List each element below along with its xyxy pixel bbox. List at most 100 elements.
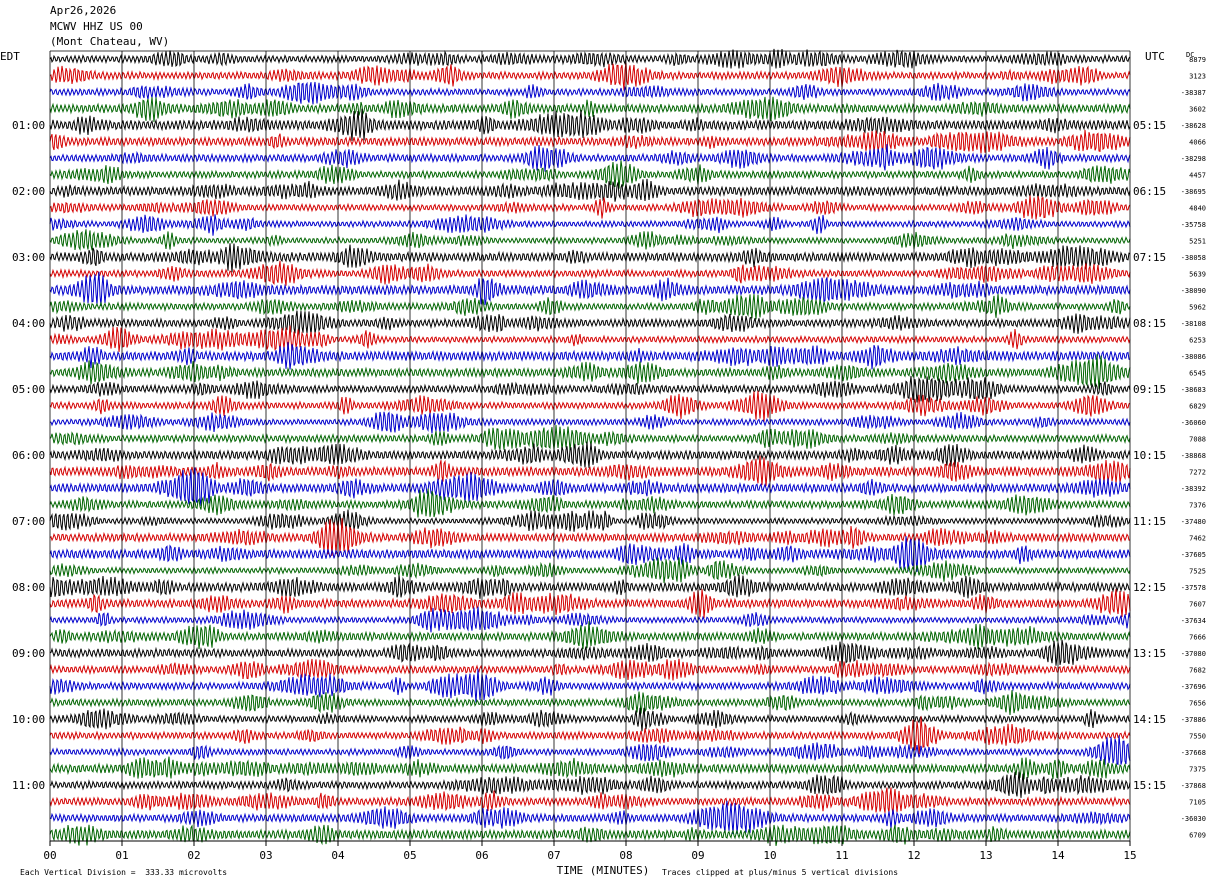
x-tick-label: 11 bbox=[835, 849, 848, 862]
x-tick-label: 07 bbox=[547, 849, 560, 862]
trace-row bbox=[49, 129, 1131, 154]
x-tick-label: 09 bbox=[691, 849, 704, 862]
dc-offset-label: -38868 bbox=[1181, 452, 1206, 460]
left-hour-label: 07:00 bbox=[12, 515, 45, 528]
dc-offset-label: 3123 bbox=[1189, 73, 1206, 81]
left-hour-label: 03:00 bbox=[12, 251, 45, 264]
trace-row bbox=[49, 771, 1131, 798]
x-tick-label: 03 bbox=[259, 849, 272, 862]
dc-offset-label: 7375 bbox=[1189, 766, 1206, 774]
x-tick-label: 04 bbox=[331, 849, 345, 862]
right-hour-label: 13:15 bbox=[1133, 647, 1166, 660]
trace-row bbox=[49, 588, 1131, 619]
left-hour-label: 01:00 bbox=[12, 119, 45, 132]
dc-offset-label: 7462 bbox=[1189, 535, 1206, 543]
right-hour-label: 12:15 bbox=[1133, 581, 1166, 594]
dc-offset-label: -37696 bbox=[1181, 683, 1206, 691]
trace-row bbox=[49, 108, 1131, 141]
trace-row bbox=[49, 441, 1131, 468]
dc-offset-label: 5639 bbox=[1189, 271, 1206, 279]
x-tick-label: 00 bbox=[43, 849, 56, 862]
trace-row bbox=[49, 606, 1131, 633]
clip-footnote: Traces clipped at plus/minus 5 vertical … bbox=[662, 868, 899, 877]
x-tick-label: 02 bbox=[187, 849, 200, 862]
dc-offset-label: -38090 bbox=[1181, 287, 1206, 295]
date-label: Apr26,2026 bbox=[50, 4, 117, 17]
dc-offset-label: -38695 bbox=[1181, 188, 1206, 196]
left-hour-label: 11:00 bbox=[12, 779, 45, 792]
left-hour-labels: 01:00 02:00 03:00 04:00 05:00 06:00 07:00 08:00… bbox=[12, 119, 45, 792]
dc-offset-label: -37480 bbox=[1181, 518, 1206, 526]
left-timezone-label: EDT bbox=[0, 50, 20, 63]
dc-offset-label: 7272 bbox=[1189, 469, 1206, 477]
x-tick-label: 10 bbox=[763, 849, 776, 862]
trace-row bbox=[49, 658, 1131, 681]
right-timezone-label: UTC bbox=[1145, 50, 1165, 63]
trace-row bbox=[49, 824, 1131, 846]
dc-offset-label: 7376 bbox=[1189, 502, 1206, 510]
dc-offset-label: -37578 bbox=[1181, 584, 1206, 592]
dc-offset-label: -36030 bbox=[1181, 815, 1206, 823]
trace-row bbox=[49, 707, 1131, 732]
trace-row bbox=[49, 260, 1131, 286]
dc-offset-label: 3602 bbox=[1189, 106, 1206, 114]
trace-row bbox=[49, 160, 1131, 189]
dc-offset-label: -38683 bbox=[1181, 386, 1206, 394]
x-tick-label: 06 bbox=[475, 849, 488, 862]
trace-row bbox=[49, 293, 1131, 320]
trace-row bbox=[49, 229, 1131, 252]
dc-offset-label: 7607 bbox=[1189, 601, 1206, 609]
trace-group bbox=[49, 48, 1131, 846]
location-label: (Mont Chateau, WV) bbox=[50, 35, 170, 48]
trace-row bbox=[49, 735, 1131, 766]
x-tick-label: 08 bbox=[619, 849, 632, 862]
trace-row bbox=[49, 325, 1131, 352]
trace-row bbox=[49, 390, 1131, 422]
right-hour-label: 15:15 bbox=[1133, 779, 1166, 792]
right-hour-label: 07:15 bbox=[1133, 251, 1166, 264]
right-hour-label: 06:15 bbox=[1133, 185, 1166, 198]
trace-row bbox=[49, 690, 1131, 716]
dc-offset-label: 6545 bbox=[1189, 370, 1206, 378]
right-hour-label: 05:15 bbox=[1133, 119, 1166, 132]
x-tick-label: 15 bbox=[1123, 849, 1136, 862]
x-axis-title: TIME (MINUTES) bbox=[557, 864, 650, 877]
minute-grid bbox=[49, 50, 1131, 841]
right-hour-label: 08:15 bbox=[1133, 317, 1166, 330]
x-tick-label: 13 bbox=[979, 849, 992, 862]
dc-offset-label: -38628 bbox=[1181, 122, 1206, 130]
right-hour-label: 09:15 bbox=[1133, 383, 1166, 396]
scale-footnote: Each Vertical Division = 333.33 microvol… bbox=[20, 868, 228, 877]
dc-offset-label: -38298 bbox=[1181, 155, 1206, 163]
dc-offset-label: 5962 bbox=[1189, 304, 1206, 312]
dc-offset-label: 7682 bbox=[1189, 667, 1206, 675]
dc-offset-label: 7550 bbox=[1189, 733, 1206, 741]
trace-row bbox=[49, 214, 1131, 236]
trace-row bbox=[49, 800, 1131, 835]
trace-row bbox=[49, 144, 1131, 172]
left-hour-label: 02:00 bbox=[12, 185, 45, 198]
dc-offset-label: -38058 bbox=[1181, 254, 1206, 262]
dc-offset-label: -38086 bbox=[1181, 353, 1206, 361]
dc-offset-label: -37668 bbox=[1181, 749, 1206, 757]
x-tick-label: 05 bbox=[403, 849, 416, 862]
dc-offset-label: -36060 bbox=[1181, 419, 1206, 427]
left-hour-label: 06:00 bbox=[12, 449, 45, 462]
trace-row bbox=[49, 488, 1131, 518]
dc-offset-labels: 8879 3123 -38387 3602 -38628 4066 -38298 4457 -3… bbox=[1181, 56, 1206, 840]
dc-offset-label: 4457 bbox=[1189, 172, 1206, 180]
trace-row bbox=[49, 354, 1131, 390]
trace-row bbox=[49, 518, 1130, 556]
dc-offset-label: 6709 bbox=[1189, 832, 1206, 840]
trace-row bbox=[49, 81, 1131, 105]
trace-row bbox=[49, 411, 1131, 434]
x-tick-label: 14 bbox=[1051, 849, 1065, 862]
dc-offset-label: -37868 bbox=[1181, 782, 1206, 790]
dc-offset-label: -38387 bbox=[1181, 89, 1206, 97]
dc-offset-label: 6829 bbox=[1189, 403, 1206, 411]
dc-offset-label: 7525 bbox=[1189, 568, 1206, 576]
left-hour-label: 10:00 bbox=[12, 713, 45, 726]
dc-offset-label: -38108 bbox=[1181, 320, 1206, 328]
trace-row bbox=[49, 195, 1131, 220]
trace-row bbox=[49, 96, 1131, 122]
